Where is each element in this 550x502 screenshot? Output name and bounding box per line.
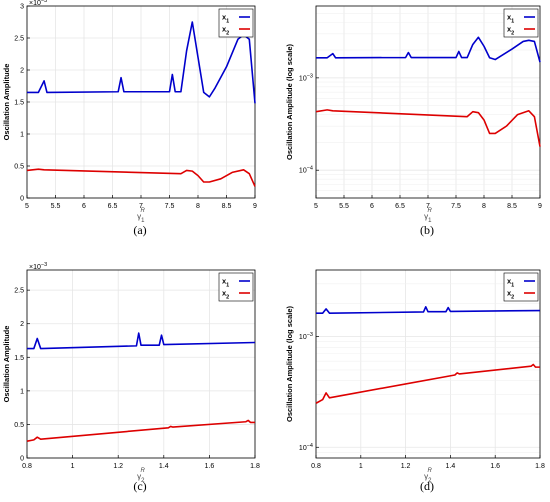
y-tick-label-d-1: 10−3 (299, 332, 313, 341)
caption-d: (d) (420, 479, 434, 493)
caption-a: (a) (133, 223, 146, 237)
x-tick-label-a-0: 5 (25, 203, 29, 210)
series-line-b-x1 (316, 36, 541, 63)
x-tick-label-b-5: 7.5 (451, 203, 461, 210)
x-tick-label-c-0: 0.8 (22, 463, 32, 470)
legend-label-c-x1: x1 (222, 277, 229, 289)
series-line-a-x1 (27, 21, 256, 104)
y-axis-label-a: Oscillation Amplitude (2, 64, 11, 141)
exponent-label-c: ×10−3 (29, 262, 47, 271)
y-tick-label-c-1: 0.5 (14, 422, 24, 429)
legend-label-a-x2: x2 (222, 25, 229, 37)
y-tick-label-c-4: 2 (20, 321, 24, 328)
legend-box-d (503, 272, 539, 302)
x-tick-label-b-0: 5 (314, 203, 318, 210)
series-line-d-x1 (316, 305, 541, 314)
legend-label-b-x1: x1 (507, 13, 514, 25)
x-tick-label-a-5: 7.5 (165, 203, 175, 210)
y-tick-label-a-0: 0 (20, 196, 24, 203)
x-tick-label-c-5: 1.8 (250, 463, 260, 470)
caption-b: (b) (420, 223, 434, 237)
axes-frame-c (26, 269, 256, 459)
legend-label-d-x1: x1 (507, 277, 514, 289)
series-line-c-x2 (26, 419, 255, 442)
y-tick-label-b-0: 10−4 (299, 166, 313, 175)
x-tick-label-b-6: 8 (482, 203, 486, 210)
y-tick-label-a-3: 1.5 (14, 100, 24, 107)
x-tick-label-c-2: 1.2 (113, 463, 123, 470)
x-tick-label-b-2: 6 (370, 203, 374, 210)
panel-d: 0.8 1 1.2 1.4 1.6 1.810−410−3x1x2γ2ROscillati… (285, 269, 545, 493)
x-tick-label-b-7: 8.5 (507, 203, 517, 210)
y-tick-label-a-1: 0.5 (14, 164, 24, 171)
series-line-d-x2 (315, 363, 540, 404)
y-tick-label-a-6: 3 (20, 4, 24, 11)
x-tick-label-a-8: 9 (253, 203, 257, 210)
x-tick-label-a-1: 5.5 (51, 203, 61, 210)
panel-c: 0.8 1 1.2 1.4 1.6 1.800.511.522.5×10−3x1x2γ2R… (2, 262, 260, 493)
x-tick-label-a-7: 8.5 (222, 203, 232, 210)
y-axis-label-c: Oscillation Amplitude (2, 326, 11, 403)
y-tick-label-c-3: 1.5 (14, 355, 24, 362)
series-line-b-x2 (315, 109, 541, 147)
x-tick-label-a-4: 7 (139, 203, 143, 210)
axes-frame-d (315, 269, 541, 459)
y-tick-label-c-5: 2.5 (14, 288, 24, 295)
axes-frame-b (315, 5, 541, 199)
x-tick-label-d-4: 1.6 (490, 463, 500, 470)
plot-area-d (316, 270, 540, 458)
exponent-label-a: ×10−3 (29, 0, 47, 7)
x-tick-label-b-8: 9 (538, 203, 542, 210)
y-axis-label-b: Oscillation Amplitude (log scale) (285, 44, 294, 160)
series-line-c-x1 (27, 332, 256, 350)
y-tick-label-a-5: 2.5 (14, 36, 24, 43)
x-tick-label-d-1: 1 (359, 463, 363, 470)
y-tick-label-c-0: 0 (20, 456, 24, 463)
x-tick-label-d-2: 1.2 (401, 463, 411, 470)
y-tick-label-d-0: 10−4 (299, 443, 313, 452)
x-tick-label-c-4: 1.6 (205, 463, 215, 470)
x-tick-label-c-1: 1 (71, 463, 75, 470)
caption-c: (c) (133, 479, 146, 493)
y-tick-label-b-1: 10−3 (299, 73, 313, 82)
legend-label-d-x2: x2 (507, 289, 514, 301)
legend-box-c (218, 272, 254, 302)
x-tick-label-a-6: 8 (196, 203, 200, 210)
x-tick-label-d-5: 1.8 (535, 463, 545, 470)
plot-area-c (27, 270, 255, 458)
legend-box-b (503, 8, 539, 38)
x-tick-label-d-3: 1.4 (446, 463, 456, 470)
y-tick-label-a-2: 1 (20, 132, 24, 139)
x-axis-label-a: γ1R (137, 208, 145, 224)
x-tick-label-b-4: 7 (426, 203, 430, 210)
y-axis-label-d: Oscillation Amplitude (log scale) (285, 306, 294, 422)
x-axis-label-b: γ1R (424, 208, 432, 224)
legend-box-a (218, 8, 254, 38)
y-tick-label-c-2: 1 (20, 388, 24, 395)
legend-label-c-x2: x2 (222, 289, 229, 301)
x-tick-label-a-3: 6.5 (108, 203, 118, 210)
x-tick-label-c-3: 1.4 (159, 463, 169, 470)
legend-label-a-x1: x1 (222, 13, 229, 25)
x-tick-label-b-1: 5.5 (339, 203, 349, 210)
series-line-a-x2 (26, 168, 256, 187)
x-tick-label-a-2: 6 (82, 203, 86, 210)
y-tick-label-a-4: 2 (20, 68, 24, 75)
legend-label-b-x2: x2 (507, 25, 514, 37)
x-tick-label-b-3: 6.5 (395, 203, 405, 210)
x-tick-label-d-0: 0.8 (311, 463, 321, 470)
